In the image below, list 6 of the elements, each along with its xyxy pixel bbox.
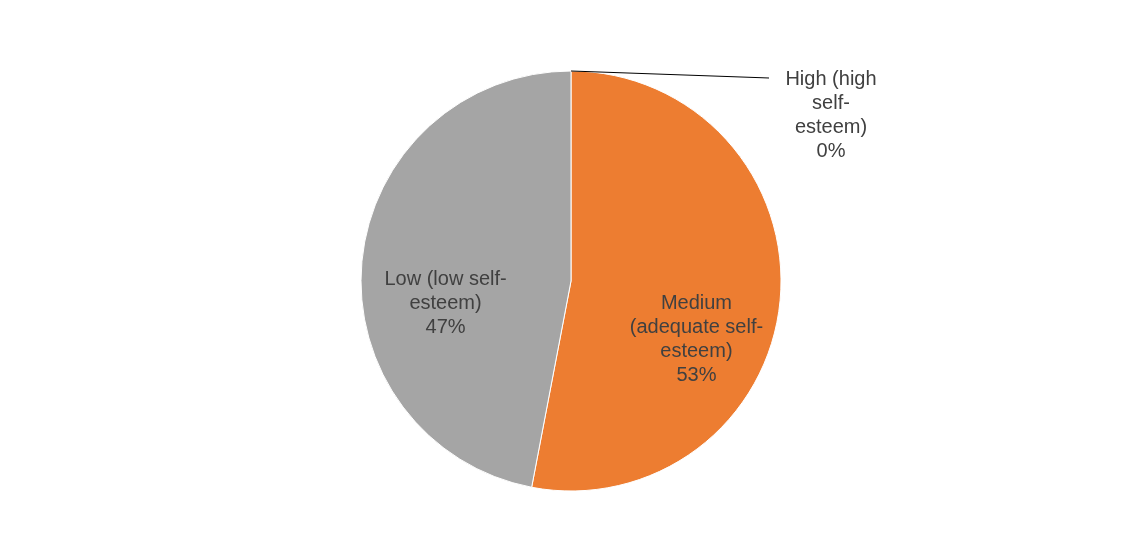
data-label: 47% [425, 315, 466, 338]
data-label: 53% [676, 362, 717, 385]
slice-label: Medium (adequate self-esteem) [629, 290, 764, 361]
text: 0% [816, 139, 846, 161]
category-label: High (high self-esteem) [785, 67, 877, 137]
slice-label: Low (low self-esteem) [384, 267, 507, 314]
